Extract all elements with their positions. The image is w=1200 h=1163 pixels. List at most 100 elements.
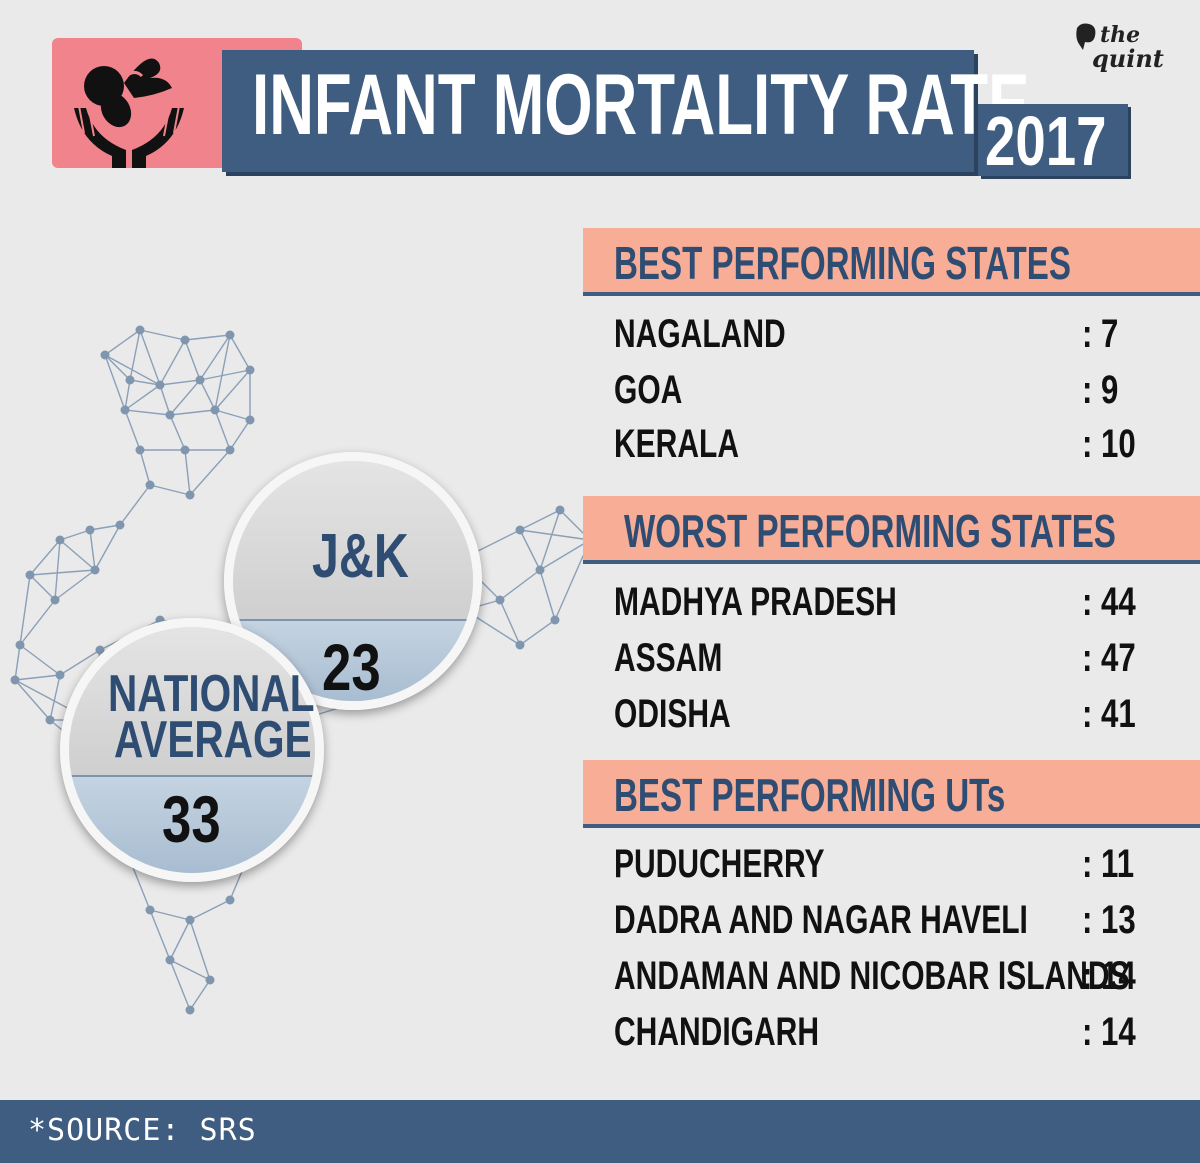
map-edge <box>149 909 171 961</box>
map-edge <box>139 329 186 341</box>
map-edge <box>29 569 96 576</box>
map-edge <box>539 539 591 571</box>
map-node <box>165 410 175 420</box>
map-edge <box>124 384 161 411</box>
list-item-name: DADRA AND NAGAR HAVELI <box>614 898 1028 942</box>
map-edge <box>104 354 131 381</box>
map-edge <box>14 679 51 721</box>
list-item-name: GOA <box>614 368 683 412</box>
map-edge <box>214 369 251 411</box>
map-edge <box>169 959 211 981</box>
map-node <box>115 520 125 530</box>
map-edge <box>214 409 251 421</box>
best-states-title: BEST PERFORMING STATES <box>614 237 1071 289</box>
map-edge <box>104 354 126 411</box>
map-edge <box>29 574 56 601</box>
map-edge <box>189 449 231 496</box>
map-node <box>535 565 545 575</box>
map-node <box>185 915 195 925</box>
map-edge <box>124 409 141 451</box>
map-edge <box>129 379 161 386</box>
best-uts-header <box>583 760 1200 824</box>
map-edge <box>49 674 61 721</box>
list-item-value: : 13 <box>1082 898 1136 942</box>
map-edge <box>229 334 251 371</box>
list-item-name: MADHYA PRADESH <box>614 580 897 624</box>
best-uts-title: BEST PERFORMING UTs <box>614 769 1006 821</box>
map-node <box>145 480 155 490</box>
map-edge <box>184 339 201 381</box>
list-item-name: KERALA <box>614 422 740 466</box>
map-edge <box>29 539 61 576</box>
map-node <box>205 975 215 985</box>
map-edge <box>519 529 541 571</box>
map-edge <box>124 409 171 416</box>
map-node <box>165 955 175 965</box>
national-average-callout <box>60 618 324 882</box>
map-edge <box>54 569 96 601</box>
map-edge <box>19 574 31 646</box>
map-edge <box>119 484 151 526</box>
infant-in-hands-icon <box>74 58 184 168</box>
map-edge <box>184 449 191 496</box>
map-node <box>210 405 220 415</box>
map-edge <box>54 539 61 601</box>
map-edge <box>149 909 191 921</box>
list-item-value: : 7 <box>1082 312 1119 356</box>
national-label-line1: NATIONAL <box>108 665 315 723</box>
map-edge <box>214 409 231 451</box>
page-title: INFANT MORTALITY RATE <box>252 57 1030 153</box>
map-node <box>225 445 235 455</box>
list-item-value: : 9 <box>1082 368 1119 412</box>
map-edge <box>229 419 251 451</box>
map-node <box>90 565 100 575</box>
map-node <box>555 505 565 515</box>
map-edge <box>189 899 231 921</box>
map-edge <box>159 384 171 416</box>
map-edge <box>499 569 541 601</box>
source-note: *SOURCE: SRS <box>28 1113 257 1148</box>
map-edge <box>169 414 186 451</box>
map-node <box>120 405 130 415</box>
map-node <box>10 675 20 685</box>
worst-states-header <box>583 496 1200 560</box>
map-node <box>45 715 55 725</box>
map-edge <box>539 569 556 621</box>
map-node <box>185 490 195 500</box>
map-node <box>495 595 505 605</box>
list-item-name: CHANDIGARH <box>614 1010 819 1054</box>
map-edge <box>19 644 61 676</box>
map-node <box>135 445 145 455</box>
map-node <box>85 525 95 535</box>
map-node <box>100 350 110 360</box>
map-edge <box>519 619 556 646</box>
map-edge <box>14 674 61 681</box>
map-node <box>55 670 65 680</box>
map-node <box>225 895 235 905</box>
year-label: 2017 <box>985 102 1107 180</box>
map-node <box>15 640 25 650</box>
list-item-name: ASSAM <box>614 636 723 680</box>
map-edge <box>189 919 211 981</box>
map-edge <box>149 484 191 496</box>
map-node <box>155 380 165 390</box>
map-edge <box>519 529 591 541</box>
map-edge <box>124 379 131 411</box>
national-label-line2: AVERAGE <box>114 711 312 769</box>
map-node <box>125 375 135 385</box>
jk-label: J&K <box>312 522 409 591</box>
map-edge <box>169 919 191 961</box>
best-states-header <box>583 228 1200 292</box>
list-item-value: : 11 <box>1082 842 1135 886</box>
map-edge <box>199 379 216 411</box>
map-node <box>245 415 255 425</box>
map-node <box>180 445 190 455</box>
map-node <box>515 525 525 535</box>
map-edge <box>199 334 231 381</box>
map-edge <box>89 524 121 531</box>
map-edge <box>199 369 251 381</box>
list-item-value: : 10 <box>1082 422 1136 466</box>
map-edge <box>129 329 141 381</box>
worst-states-title: WORST PERFORMING STATES <box>624 505 1116 557</box>
map-edge <box>94 524 121 571</box>
